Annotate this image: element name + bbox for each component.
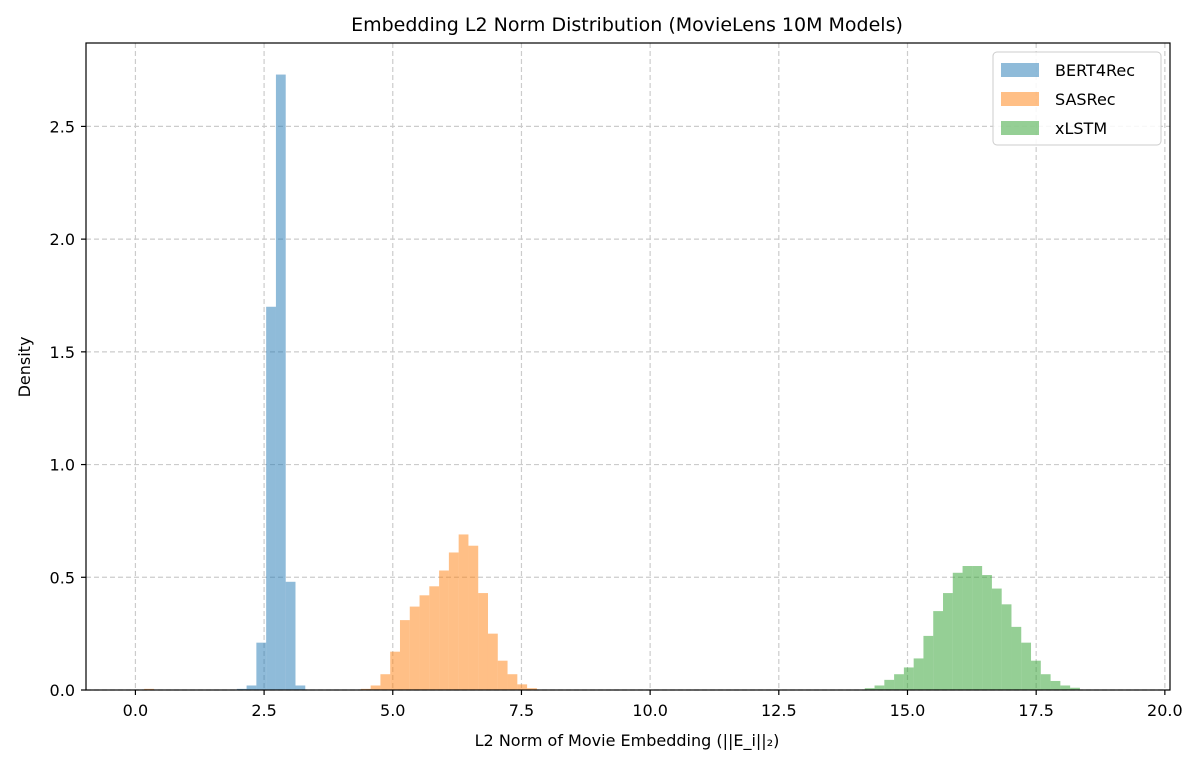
histogram-bar: [1001, 604, 1012, 690]
histogram-bar: [429, 586, 440, 690]
x-axis: 0.0 2.5 5.0 7.5 10.0 12.5 15.0 17.5 20.0: [123, 690, 1183, 720]
histogram-bar: [517, 684, 528, 690]
histogram-bar: [468, 545, 479, 690]
x-tick-label: 7.5: [509, 701, 534, 720]
legend-swatch: [1001, 121, 1039, 135]
x-tick-label: 15.0: [890, 701, 926, 720]
histogram-bar: [256, 642, 267, 690]
histogram-bar: [1050, 680, 1061, 690]
histogram-bar: [285, 581, 296, 690]
histogram-bar: [982, 575, 992, 690]
histogram-bar: [478, 593, 488, 690]
histogram-bar: [913, 658, 924, 690]
legend-label: SASRec: [1055, 90, 1116, 109]
histogram-bar: [874, 685, 885, 690]
histogram-bar: [487, 633, 498, 690]
y-axis-title: Density: [15, 337, 34, 398]
histogram-bar: [295, 685, 306, 690]
histogram-bar: [972, 566, 983, 690]
histogram-bar: [419, 595, 430, 690]
histogram-bar: [1060, 685, 1071, 690]
histogram-bar: [991, 588, 1002, 690]
histogram-bar: [1070, 687, 1080, 690]
histogram-bar: [1011, 626, 1022, 690]
histogram-bar: [894, 674, 904, 690]
series-sasrec: [144, 534, 537, 690]
legend-swatch: [1001, 63, 1039, 77]
x-axis-title: L2 Norm of Movie Embedding (||E_i||₂): [475, 731, 780, 751]
x-tick-label: 10.0: [632, 701, 668, 720]
y-tick-label: 0.5: [50, 568, 75, 587]
histogram-bar: [380, 674, 391, 690]
histogram-bar: [458, 534, 469, 690]
series-bert4rec: [236, 74, 306, 690]
histogram-bar: [943, 593, 953, 690]
histogram-bar: [507, 674, 518, 690]
legend-label: BERT4Rec: [1055, 61, 1135, 80]
x-tick-label: 0.0: [123, 701, 148, 720]
legend-label: xLSTM: [1055, 119, 1107, 138]
histogram-bar: [266, 306, 276, 690]
plot-frame: [85, 42, 1171, 691]
y-axis: 0.0 0.5 1.0 1.5 2.0 2.5: [50, 117, 86, 700]
y-tick-label: 1.5: [50, 343, 75, 362]
x-tick-label: 20.0: [1147, 701, 1183, 720]
histogram-bar: [884, 679, 895, 690]
x-tick-label: 2.5: [251, 701, 276, 720]
y-tick-label: 1.0: [50, 456, 75, 475]
y-tick-label: 0.0: [50, 681, 75, 700]
y-tick-label: 2.0: [50, 230, 75, 249]
histogram-bar: [952, 572, 963, 690]
legend-swatch: [1001, 92, 1039, 106]
histogram-bar: [962, 566, 973, 690]
histogram-bar: [409, 606, 420, 690]
legend: BERT4Rec SASRec xLSTM: [992, 51, 1162, 146]
histogram-bar: [370, 685, 381, 690]
histogram-bar: [933, 611, 944, 690]
x-tick-label: 5.0: [380, 701, 405, 720]
histogram-bar: [1040, 674, 1051, 690]
x-tick-label: 12.5: [761, 701, 797, 720]
histogram-bar: [527, 688, 537, 690]
series-xlstm: [864, 566, 1080, 690]
y-tick-label: 2.5: [50, 117, 75, 136]
chart-title: Embedding L2 Norm Distribution (MovieLen…: [351, 14, 903, 36]
histogram-bar: [1021, 642, 1032, 690]
histogram-bar: [923, 635, 934, 690]
histogram-bar: [246, 685, 257, 690]
histogram-bar: [448, 552, 459, 690]
histogram-bar: [439, 570, 449, 690]
histogram-bar: [1031, 660, 1041, 690]
histogram-bar: [275, 74, 286, 690]
bars: [144, 74, 1080, 690]
histogram-bar: [497, 660, 508, 690]
histogram-bar: [864, 688, 875, 690]
histogram-bar: [399, 620, 410, 690]
histogram-bar: [903, 667, 914, 690]
histogram-bar: [390, 651, 400, 690]
x-tick-label: 17.5: [1018, 701, 1054, 720]
